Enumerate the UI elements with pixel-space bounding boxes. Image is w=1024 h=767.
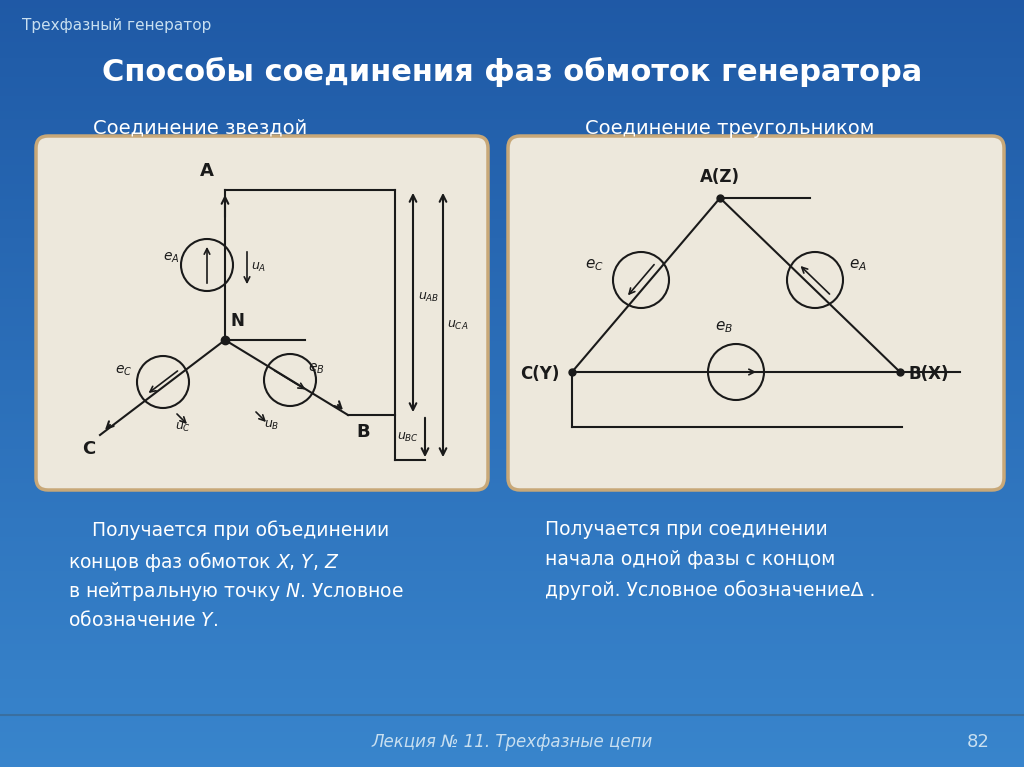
Text: $e_A$: $e_A$ bbox=[849, 257, 867, 273]
Text: C: C bbox=[82, 440, 95, 458]
Text: $e_B$: $e_B$ bbox=[308, 362, 325, 377]
Text: в нейтральную точку $N$. Условное: в нейтральную точку $N$. Условное bbox=[68, 580, 403, 603]
Text: $e_B$: $e_B$ bbox=[715, 319, 733, 334]
Text: $u_B$: $u_B$ bbox=[264, 419, 280, 432]
FancyBboxPatch shape bbox=[508, 136, 1004, 490]
Text: Способы соединения фаз обмоток генератора: Способы соединения фаз обмоток генератор… bbox=[101, 57, 923, 87]
Text: $u_{BC}$: $u_{BC}$ bbox=[397, 431, 419, 444]
Text: Соединение треугольником: Соединение треугольником bbox=[586, 118, 874, 137]
Text: Получается при объединении: Получается при объединении bbox=[68, 520, 389, 540]
Text: N: N bbox=[231, 312, 245, 330]
Text: $e_A$: $e_A$ bbox=[163, 251, 179, 265]
Text: обозначение $Y$.: обозначение $Y$. bbox=[68, 610, 218, 630]
Text: Лекция № 11. Трехфазные цепи: Лекция № 11. Трехфазные цепи bbox=[372, 733, 652, 751]
Text: $u_A$: $u_A$ bbox=[251, 261, 266, 274]
FancyBboxPatch shape bbox=[36, 136, 488, 490]
Text: Трехфазный генератор: Трехфазный генератор bbox=[22, 18, 211, 33]
Text: концов фаз обмоток $X$, $Y$, $Z$: концов фаз обмоток $X$, $Y$, $Z$ bbox=[68, 550, 339, 574]
Text: другой. Условное обозначениеΔ .: другой. Условное обозначениеΔ . bbox=[545, 580, 876, 600]
Text: $u_{CA}$: $u_{CA}$ bbox=[447, 318, 468, 331]
Text: C(Y): C(Y) bbox=[520, 365, 559, 383]
Text: $u_C$: $u_C$ bbox=[175, 421, 191, 434]
Text: Получается при соединении: Получается при соединении bbox=[545, 520, 827, 539]
Text: $u_{AB}$: $u_{AB}$ bbox=[418, 291, 439, 304]
Text: $e_C$: $e_C$ bbox=[115, 364, 132, 378]
Text: 82: 82 bbox=[967, 733, 990, 751]
Text: $e_C$: $e_C$ bbox=[585, 257, 604, 273]
Text: B: B bbox=[356, 423, 370, 441]
Text: B(X): B(X) bbox=[908, 365, 948, 383]
Text: начала одной фазы с концом: начала одной фазы с концом bbox=[545, 550, 836, 569]
Text: Соединение звездой: Соединение звездой bbox=[93, 118, 307, 137]
Text: A: A bbox=[200, 162, 214, 180]
Text: A(Z): A(Z) bbox=[700, 168, 740, 186]
